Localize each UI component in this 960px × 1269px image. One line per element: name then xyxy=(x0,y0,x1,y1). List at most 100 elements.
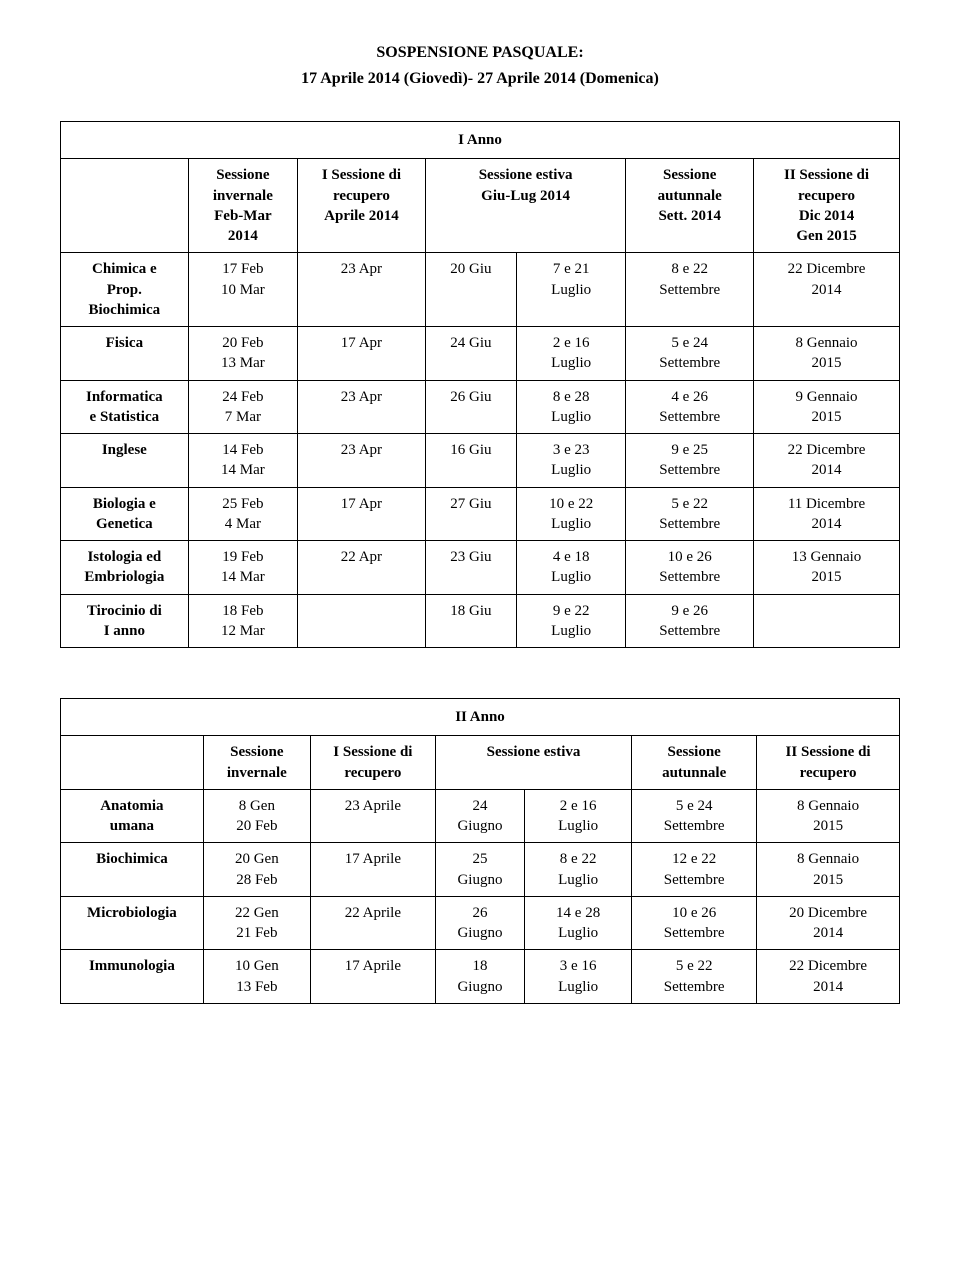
cell-estiva-a: 26 Giu xyxy=(425,380,516,434)
cell-invernale: 20 Feb13 Mar xyxy=(188,327,297,381)
cell-estiva-a: 27 Giu xyxy=(425,487,516,541)
cell-recupero2: 20 Dicembre2014 xyxy=(757,896,900,950)
cell-recupero2: 22 Dicembre2014 xyxy=(757,950,900,1004)
cell-estiva-b: 8 e 28Luglio xyxy=(516,380,625,434)
row-label: Microbiologia xyxy=(61,896,204,950)
cell-recupero2: 8 Gennaio2015 xyxy=(754,327,900,381)
cell-recupero1: 17 Aprile xyxy=(310,843,435,897)
cell-estiva-b: 3 e 16Luglio xyxy=(525,950,632,1004)
cell-recupero1 xyxy=(298,594,426,648)
corner-cell-1 xyxy=(61,159,189,253)
cell-autunnale: 5 e 24Settembre xyxy=(626,327,754,381)
th-c1: SessioneinvernaleFeb-Mar2014 xyxy=(188,159,297,253)
cell-estiva-b: 4 e 18Luglio xyxy=(516,541,625,595)
cell-recupero2: 22 Dicembre2014 xyxy=(754,434,900,488)
cell-invernale: 19 Feb14 Mar xyxy=(188,541,297,595)
cell-recupero1: 23 Apr xyxy=(298,434,426,488)
cell-estiva-b: 3 e 23Luglio xyxy=(516,434,625,488)
table-row: Biologia eGenetica25 Feb4 Mar17 Apr27 Gi… xyxy=(61,487,900,541)
cell-invernale: 18 Feb12 Mar xyxy=(188,594,297,648)
header-line2: 17 Aprile 2014 (Giovedì)- 27 Aprile 2014… xyxy=(60,66,900,92)
cell-recupero1: 17 Apr xyxy=(298,327,426,381)
cell-autunnale: 5 e 24Settembre xyxy=(632,789,757,843)
cell-invernale: 14 Feb14 Mar xyxy=(188,434,297,488)
cell-recupero1: 22 Aprile xyxy=(310,896,435,950)
table-row: Biochimica20 Gen28 Feb17 Aprile25Giugno8… xyxy=(61,843,900,897)
cell-recupero2: 13 Gennaio2015 xyxy=(754,541,900,595)
th2-c3: Sessione estiva xyxy=(435,736,631,790)
cell-recupero2: 9 Gennaio2015 xyxy=(754,380,900,434)
cell-invernale: 20 Gen28 Feb xyxy=(203,843,310,897)
cell-estiva-a: 24Giugno xyxy=(435,789,524,843)
cell-recupero2: 11 Dicembre2014 xyxy=(754,487,900,541)
row-label: Immunologia xyxy=(61,950,204,1004)
table-row: Chimica eProp.Biochimica17 Feb10 Mar23 A… xyxy=(61,253,900,327)
anno-row-2: II Anno xyxy=(61,699,900,736)
cell-estiva-b: 2 e 16Luglio xyxy=(516,327,625,381)
row-label: Istologia edEmbriologia xyxy=(61,541,189,595)
cell-recupero1: 23 Apr xyxy=(298,253,426,327)
anno-label-1: I Anno xyxy=(61,122,900,159)
schedule-table-2: II Anno Sessioneinvernale I Sessione dir… xyxy=(60,698,900,1004)
cell-invernale: 25 Feb4 Mar xyxy=(188,487,297,541)
table-row: Inglese14 Feb14 Mar23 Apr16 Giu3 e 23Lug… xyxy=(61,434,900,488)
cell-invernale: 17 Feb10 Mar xyxy=(188,253,297,327)
cell-invernale: 22 Gen21 Feb xyxy=(203,896,310,950)
table-row: Tirocinio diI anno18 Feb12 Mar18 Giu9 e … xyxy=(61,594,900,648)
cell-autunnale: 10 e 26Settembre xyxy=(632,896,757,950)
header-line1: SOSPENSIONE PASQUALE: xyxy=(60,40,900,66)
row-label: Chimica eProp.Biochimica xyxy=(61,253,189,327)
cell-recupero2 xyxy=(754,594,900,648)
cell-recupero1: 17 Apr xyxy=(298,487,426,541)
cell-recupero1: 17 Aprile xyxy=(310,950,435,1004)
row-label: Biologia eGenetica xyxy=(61,487,189,541)
cell-recupero1: 23 Apr xyxy=(298,380,426,434)
anno-row-1: I Anno xyxy=(61,122,900,159)
cell-autunnale: 5 e 22Settembre xyxy=(626,487,754,541)
th2-c1: Sessioneinvernale xyxy=(203,736,310,790)
page-header: SOSPENSIONE PASQUALE: 17 Aprile 2014 (Gi… xyxy=(60,40,900,91)
cell-estiva-b: 8 e 22Luglio xyxy=(525,843,632,897)
row-label: Fisica xyxy=(61,327,189,381)
cell-estiva-a: 18 Giu xyxy=(425,594,516,648)
table-row: Informaticae Statistica24 Feb7 Mar23 Apr… xyxy=(61,380,900,434)
row-label: Informaticae Statistica xyxy=(61,380,189,434)
row-label: Inglese xyxy=(61,434,189,488)
cell-estiva-b: 7 e 21Luglio xyxy=(516,253,625,327)
cell-estiva-a: 25Giugno xyxy=(435,843,524,897)
cell-autunnale: 5 e 22Settembre xyxy=(632,950,757,1004)
cell-invernale: 8 Gen20 Feb xyxy=(203,789,310,843)
cell-autunnale: 4 e 26Settembre xyxy=(626,380,754,434)
cell-invernale: 24 Feb7 Mar xyxy=(188,380,297,434)
cell-autunnale: 8 e 22Settembre xyxy=(626,253,754,327)
cell-estiva-a: 20 Giu xyxy=(425,253,516,327)
cell-estiva-a: 18Giugno xyxy=(435,950,524,1004)
th-c3: Sessione estivaGiu-Lug 2014 xyxy=(425,159,626,253)
row-label: Tirocinio diI anno xyxy=(61,594,189,648)
table-row: Anatomiaumana8 Gen20 Feb23 Aprile24Giugn… xyxy=(61,789,900,843)
table-row: Fisica20 Feb13 Mar17 Apr24 Giu2 e 16Lugl… xyxy=(61,327,900,381)
table-row: Microbiologia22 Gen21 Feb22 Aprile26Giug… xyxy=(61,896,900,950)
th-c5: II Sessione direcuperoDic 2014Gen 2015 xyxy=(754,159,900,253)
cell-estiva-b: 2 e 16Luglio xyxy=(525,789,632,843)
cell-estiva-b: 10 e 22Luglio xyxy=(516,487,625,541)
cell-recupero1: 22 Apr xyxy=(298,541,426,595)
cell-estiva-a: 23 Giu xyxy=(425,541,516,595)
table-row: Immunologia10 Gen13 Feb17 Aprile18Giugno… xyxy=(61,950,900,1004)
cell-recupero2: 8 Gennaio2015 xyxy=(757,789,900,843)
th2-c4: Sessioneautunnale xyxy=(632,736,757,790)
header-row-2: Sessioneinvernale I Sessione direcupero … xyxy=(61,736,900,790)
cell-estiva-b: 14 e 28Luglio xyxy=(525,896,632,950)
cell-estiva-b: 9 e 22Luglio xyxy=(516,594,625,648)
cell-recupero2: 22 Dicembre2014 xyxy=(754,253,900,327)
th2-c2: I Sessione direcupero xyxy=(310,736,435,790)
row-label: Anatomiaumana xyxy=(61,789,204,843)
cell-autunnale: 10 e 26Settembre xyxy=(626,541,754,595)
anno-label-2: II Anno xyxy=(61,699,900,736)
header-row-1: SessioneinvernaleFeb-Mar2014 I Sessione … xyxy=(61,159,900,253)
corner-cell-2 xyxy=(61,736,204,790)
cell-autunnale: 9 e 26Settembre xyxy=(626,594,754,648)
cell-autunnale: 9 e 25Settembre xyxy=(626,434,754,488)
table-row: Istologia edEmbriologia19 Feb14 Mar22 Ap… xyxy=(61,541,900,595)
cell-estiva-a: 16 Giu xyxy=(425,434,516,488)
